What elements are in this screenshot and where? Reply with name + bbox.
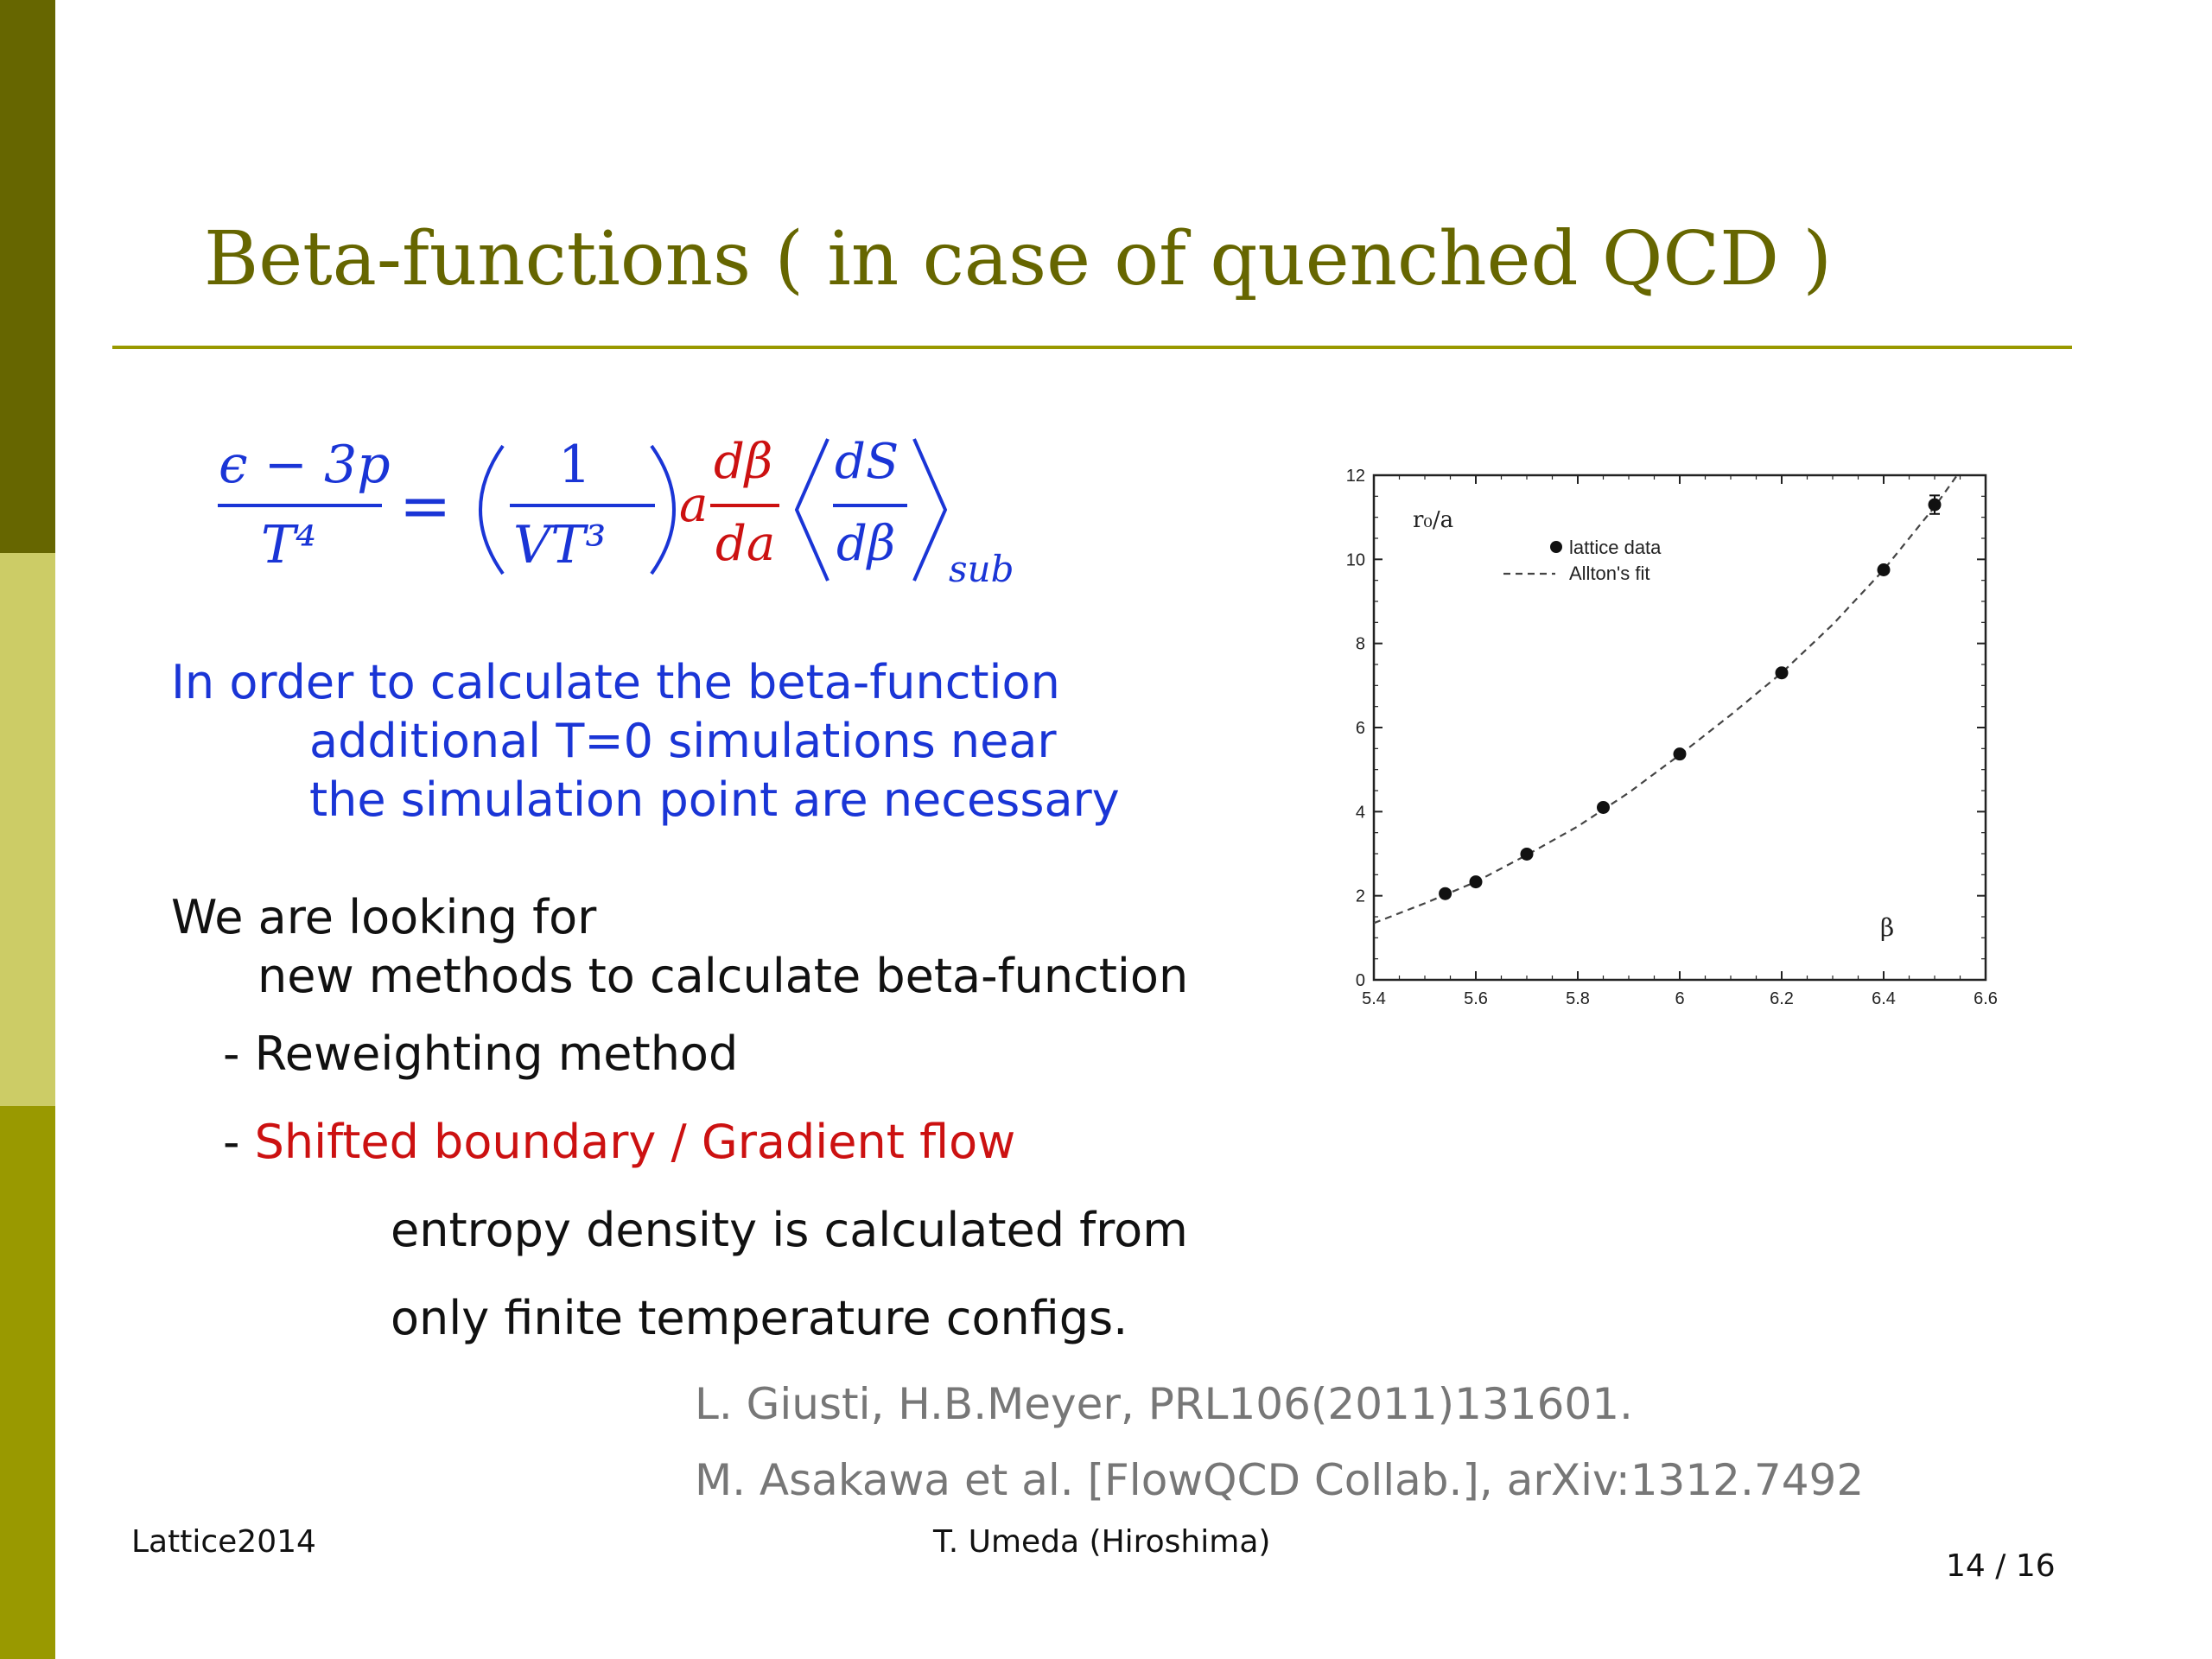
lattice-data-point xyxy=(1520,847,1534,861)
legend-point-marker xyxy=(1550,541,1562,553)
reference-asakawa: M. Asakawa et al. [FlowQCD Collab.], arX… xyxy=(695,1455,1865,1505)
formula-equals: = xyxy=(399,469,451,542)
para2-line2: new methods to calculate beta-function xyxy=(257,949,1189,1003)
detail-line2: only finite temperature configs. xyxy=(391,1291,1128,1345)
footer-author: T. Umeda (Hiroshima) xyxy=(933,1524,1271,1560)
para2-line1: We are looking for xyxy=(171,890,597,944)
footer-conference: Lattice2014 xyxy=(131,1524,316,1560)
lattice-data-point xyxy=(1597,800,1610,814)
formula-left-angle xyxy=(794,438,830,582)
bullet-shifted-boundary: - Shifted boundary / Gradient flow xyxy=(223,1115,1015,1169)
lattice-data-point xyxy=(1439,887,1452,900)
alltons-fit-line xyxy=(1373,474,1958,925)
sidebar-stripe-bottom xyxy=(0,1106,55,1659)
x-tick-label: 5.8 xyxy=(1566,989,1590,1008)
formula-da: da xyxy=(715,516,775,572)
formula-left-paren xyxy=(479,444,505,575)
y-tick-label: 2 xyxy=(1356,887,1365,906)
title-rule xyxy=(112,346,2072,349)
formula-lhs-numerator: ϵ − 3p xyxy=(219,435,391,495)
footer-page-number: 14 / 16 xyxy=(1946,1548,2056,1584)
x-tick-label: 6.4 xyxy=(1872,989,1896,1008)
y-tick-label: 12 xyxy=(1346,467,1365,486)
r0-over-a-chart: 5.4 5.6 5.8 6 6.2 6.4 6.6 0 2 4 6 8 10 12 r₀/a β latt… xyxy=(1346,467,1998,1008)
formula-lhs-denominator: T⁴ xyxy=(261,515,316,575)
chart-xlabel: β xyxy=(1880,913,1894,942)
x-tick-label: 6 xyxy=(1675,989,1684,1008)
sidebar-stripe-top xyxy=(0,0,55,553)
chart-ticks xyxy=(1373,474,1986,981)
formula-one: 1 xyxy=(558,435,591,495)
bullet-shifted-boundary-text: Shifted boundary / Gradient flow xyxy=(254,1115,1016,1169)
legend-lattice-data: lattice data xyxy=(1569,537,1662,558)
lattice-data-points xyxy=(1439,494,1942,900)
sidebar-stripe-middle xyxy=(0,553,55,1106)
y-tick-label: 8 xyxy=(1356,635,1365,654)
lattice-data-point xyxy=(1775,666,1789,680)
formula-right-paren xyxy=(650,444,676,575)
x-tick-label: 5.4 xyxy=(1362,989,1386,1008)
x-tick-label: 5.6 xyxy=(1464,989,1488,1008)
x-tick-label: 6.2 xyxy=(1770,989,1794,1008)
formula-vt3: VT³ xyxy=(513,515,606,575)
formula-right-angle xyxy=(912,438,948,582)
formula-middle-fraction-bar xyxy=(510,504,655,507)
para1-line2: additional T=0 simulations near xyxy=(309,714,1057,768)
bullet-reweighting: - Reweighting method xyxy=(223,1027,739,1081)
reference-giusti: L. Giusti, H.B.Meyer, PRL106(2011)131601… xyxy=(695,1379,1633,1429)
lattice-data-point xyxy=(1928,498,1942,512)
lattice-data-point xyxy=(1469,875,1483,889)
formula-subscript: sub xyxy=(949,548,1014,590)
y-tick-label: 0 xyxy=(1356,971,1365,990)
formula-lhs-fraction-bar xyxy=(218,504,382,507)
y-tick-label: 6 xyxy=(1356,719,1365,738)
para1-line3: the simulation point are necessary xyxy=(309,772,1120,827)
detail-line1: entropy density is calculated from xyxy=(391,1203,1188,1257)
lattice-data-point xyxy=(1673,747,1687,761)
y-tick-label: 10 xyxy=(1346,550,1365,569)
formula-dbeta-denominator: dβ xyxy=(836,516,895,572)
chart-ylabel: r₀/a xyxy=(1413,507,1453,533)
formula-blue-fraction-bar xyxy=(833,504,907,507)
formula-a: a xyxy=(679,477,708,533)
chart-frame xyxy=(1372,474,1987,982)
formula-ds: dS xyxy=(835,434,899,490)
formula-dbeta: dβ xyxy=(714,434,772,490)
bullet-dash: - xyxy=(223,1115,255,1169)
legend-alltons-fit: Allton's fit xyxy=(1569,563,1649,584)
formula-red-fraction-bar xyxy=(710,504,779,507)
para1-line1: In order to calculate the beta-function xyxy=(171,655,1060,709)
lattice-data-point xyxy=(1877,563,1891,576)
y-tick-label: 4 xyxy=(1356,803,1365,822)
x-tick-label: 6.6 xyxy=(1974,989,1998,1008)
chart-tick-labels: 5.4 5.6 5.8 6 6.2 6.4 6.6 0 2 4 6 8 10 12 xyxy=(1346,467,1998,1008)
slide-title: Beta-functions ( in case of quenched QCD… xyxy=(204,216,1833,302)
